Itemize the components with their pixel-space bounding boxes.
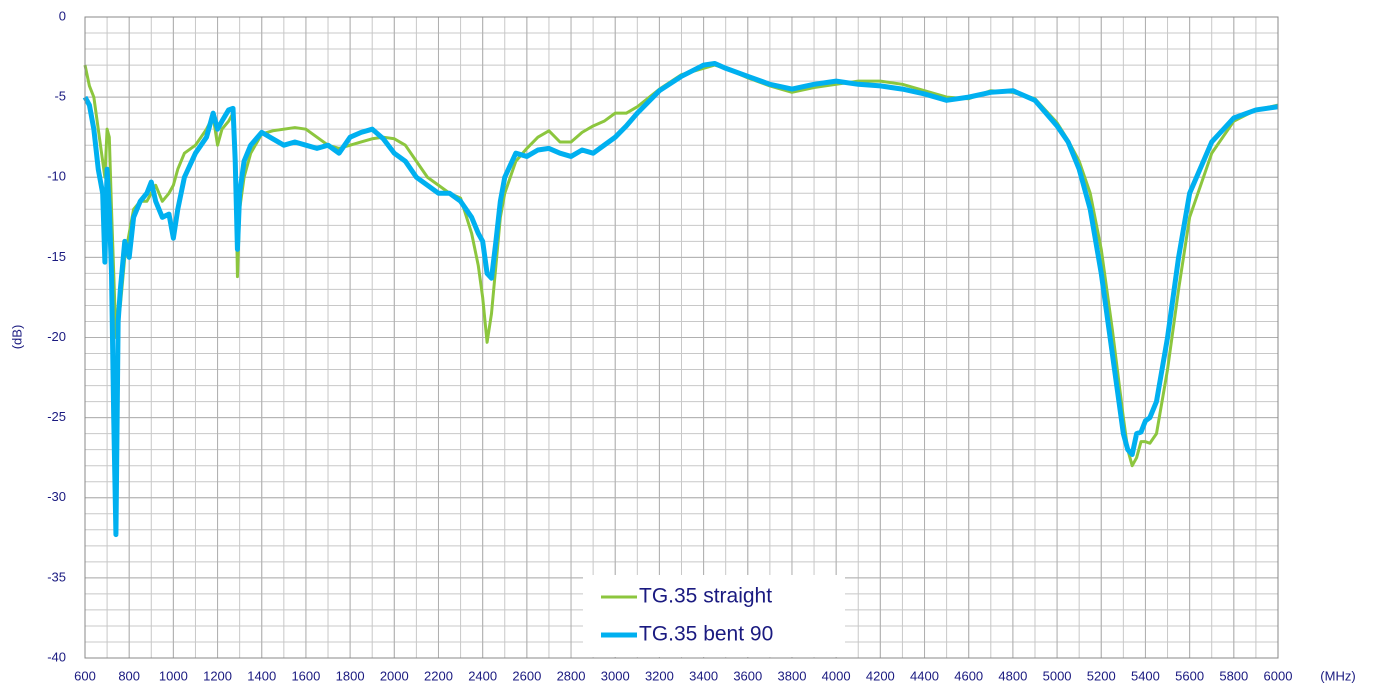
x-tick-label: 1800 <box>336 668 365 683</box>
y-tick-label: -5 <box>54 89 66 104</box>
x-tick-label: 3200 <box>645 668 674 683</box>
legend-label: TG.35 straight <box>639 585 772 608</box>
legend-box <box>583 575 845 657</box>
x-tick-label: 1600 <box>291 668 320 683</box>
lines <box>82 60 1279 538</box>
x-tick-label: 4600 <box>954 668 983 683</box>
x-tick-label: 2600 <box>512 668 541 683</box>
y-tick-label: -15 <box>47 249 66 264</box>
x-tick-label: 2400 <box>468 668 497 683</box>
x-tick-label: 2800 <box>557 668 586 683</box>
series-line <box>82 60 1279 538</box>
x-tick-label: 3600 <box>733 668 762 683</box>
x-tick-label: 5400 <box>1131 668 1160 683</box>
grid <box>84 16 1279 659</box>
x-tick-label: 4400 <box>910 668 939 683</box>
legend: TG.35 straight TG.35 bent 90 <box>583 575 845 657</box>
x-tick-label: 1200 <box>203 668 232 683</box>
x-axis-label: (MHz) <box>1320 668 1355 683</box>
x-tick-label: 3000 <box>601 668 630 683</box>
y-tick-label: -10 <box>47 169 66 184</box>
x-tick-label: 600 <box>74 668 96 683</box>
x-tick-label: 4000 <box>822 668 851 683</box>
x-tick-label: 1000 <box>159 668 188 683</box>
x-tick-label: 3800 <box>778 668 807 683</box>
x-tick-label: 5600 <box>1175 668 1204 683</box>
y-axis-label: (dB) <box>9 325 24 350</box>
x-tick-label: 3400 <box>689 668 718 683</box>
x-tick-label: 5800 <box>1219 668 1248 683</box>
x-tick-label: 1400 <box>247 668 276 683</box>
y-tick-label: -35 <box>47 569 66 584</box>
y-tick-label: -25 <box>47 409 66 424</box>
x-tick-label: 4200 <box>866 668 895 683</box>
x-tick-label: 800 <box>118 668 140 683</box>
x-tick-label: 5000 <box>1043 668 1072 683</box>
y-tick-label: -40 <box>47 649 66 664</box>
plot-border <box>84 16 1279 659</box>
y-tick-label: 0 <box>59 8 66 23</box>
legend-label: TG.35 bent 90 <box>639 623 773 646</box>
x-tick-label: 5200 <box>1087 668 1116 683</box>
y-tick-label: -20 <box>47 329 66 344</box>
x-tick-label: 2200 <box>424 668 453 683</box>
x-tick-label: 2000 <box>380 668 409 683</box>
y-tick-label: -30 <box>47 489 66 504</box>
x-tick-label: 4800 <box>998 668 1027 683</box>
x-tick-label: 6000 <box>1264 668 1293 683</box>
